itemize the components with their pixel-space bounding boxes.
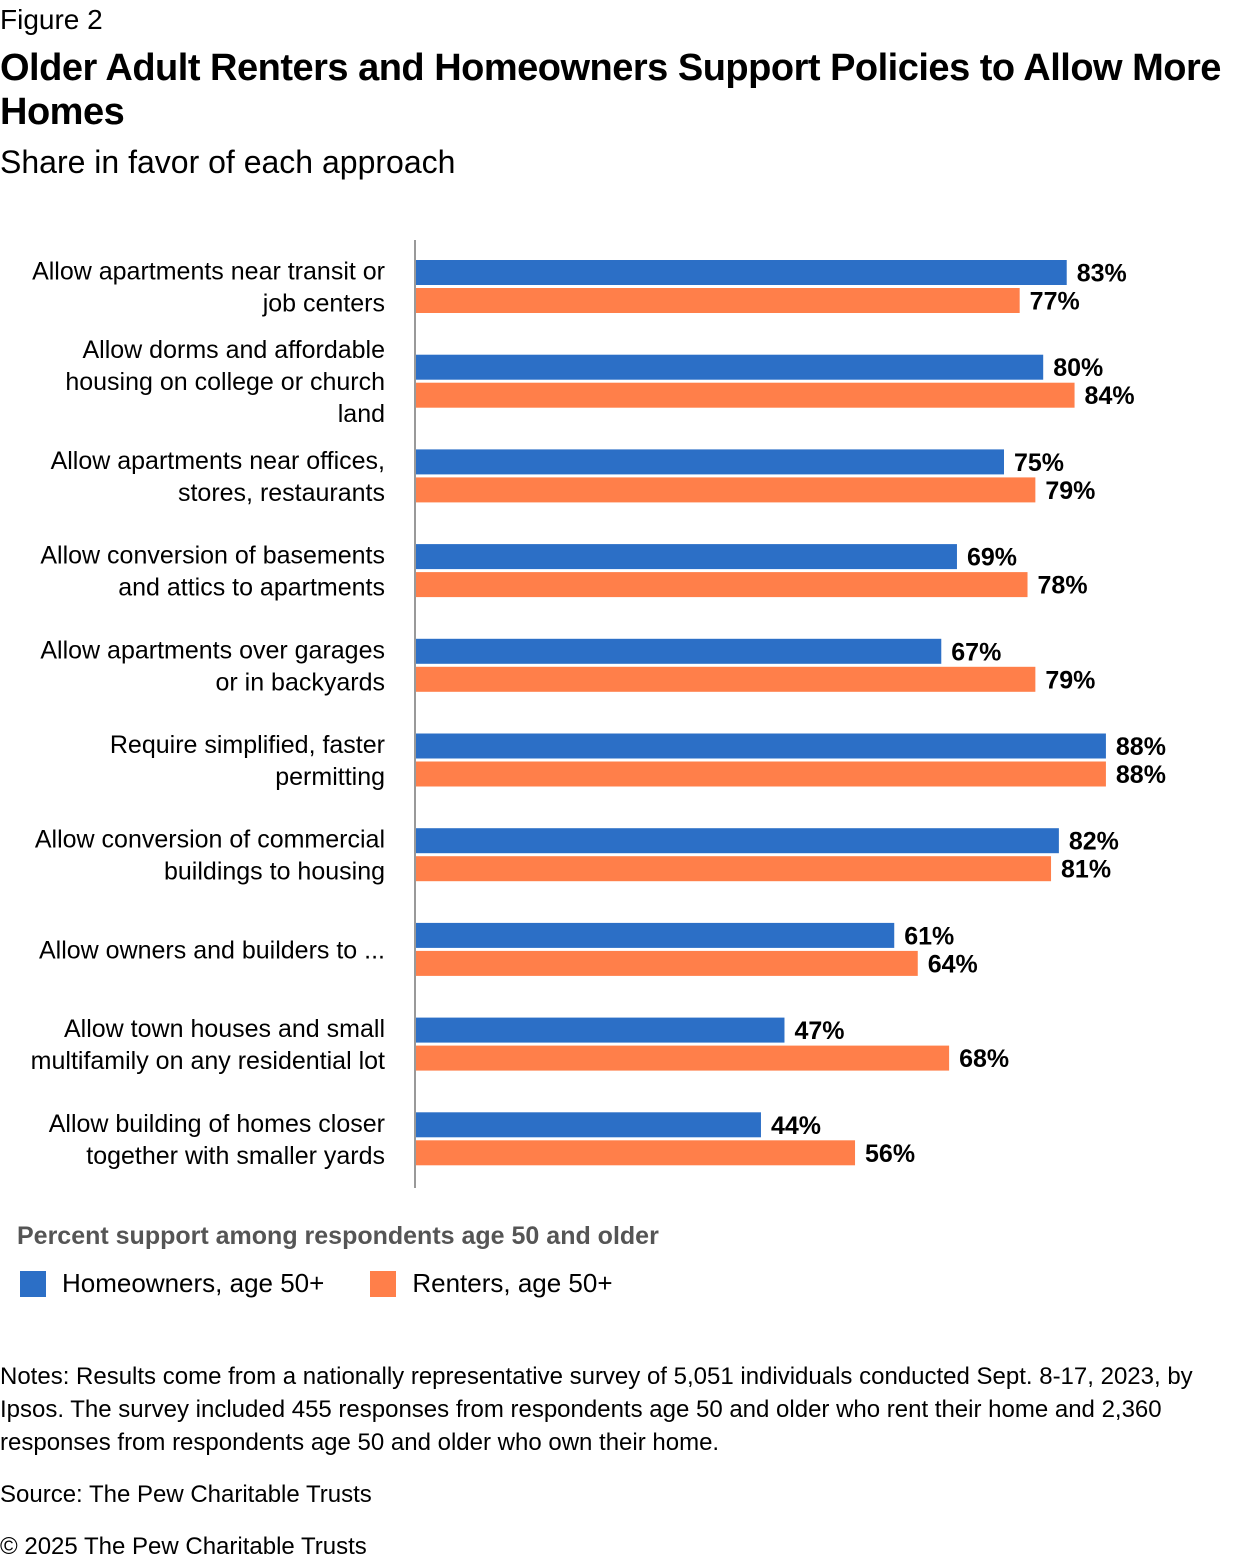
value-label-homeowners: 61% — [904, 922, 954, 950]
bar-renters — [416, 761, 1106, 787]
category-label-line: multifamily on any residential lot — [31, 1047, 385, 1075]
category-label: Require simplified, faster permitting — [110, 731, 385, 791]
bar-homeowners — [416, 638, 942, 664]
value-label-renters: 56% — [865, 1140, 915, 1168]
value-label-homeowners: 80% — [1053, 354, 1103, 382]
legend-item-renters: Renters, age 50+ — [370, 1268, 613, 1299]
category-label: Allow town houses and small multifamily o… — [31, 1015, 385, 1075]
bar-homeowners — [416, 922, 895, 948]
category-label-line: housing on college or church — [65, 368, 385, 396]
chart-title: Older Adult Renters and Homeowners Suppo… — [0, 47, 1221, 133]
bar-renters — [416, 288, 1020, 313]
bar-homeowners — [416, 354, 1044, 380]
category-label-line: Require simplified, faster — [110, 731, 385, 759]
legend-swatch-homeowners — [20, 1270, 46, 1297]
category-label-line: Allow dorms and affordable — [83, 336, 386, 364]
bar-renters — [416, 856, 1052, 882]
bar-chart: Allow apartments near transit or job cent… — [31, 240, 1166, 1188]
bar-renters — [416, 572, 1028, 598]
value-label-homeowners: 88% — [1116, 733, 1166, 761]
category-label-line: Allow building of homes closer — [49, 1110, 385, 1138]
category-label-line: land — [338, 400, 385, 428]
value-label-renters: 77% — [1030, 288, 1080, 316]
category-label-line: buildings to housing — [164, 858, 385, 886]
bar-homeowners — [416, 828, 1059, 854]
category-label: Allow dorms and affordable housing on col… — [65, 336, 385, 428]
category-label-line: Allow conversion of commercial — [35, 826, 385, 854]
legend-label-renters: Renters, age 50+ — [412, 1268, 613, 1298]
value-label-homeowners: 82% — [1069, 828, 1119, 856]
value-label-renters: 88% — [1116, 761, 1166, 789]
bar-renters — [416, 950, 918, 976]
bar-renters — [416, 1140, 856, 1166]
category-label-line: stores, restaurants — [178, 479, 385, 507]
category-label-line: job centers — [262, 290, 385, 318]
bar-renters — [416, 477, 1036, 503]
legend-swatch-renters — [370, 1270, 397, 1297]
chart-subtitle: Share in favor of each approach — [0, 144, 456, 180]
category-label: Allow conversion of basements and attics … — [40, 542, 385, 602]
category-label-line: Allow town houses and small — [64, 1015, 385, 1043]
bar-homeowners — [416, 260, 1067, 285]
value-label-renters: 81% — [1061, 856, 1111, 884]
bar-renters — [416, 382, 1075, 408]
legend-item-homeowners: Homeowners, age 50+ — [20, 1268, 324, 1299]
value-label-renters: 79% — [1045, 666, 1095, 694]
bar-homeowners — [416, 449, 1004, 475]
value-label-renters: 78% — [1038, 572, 1088, 600]
value-label-homeowners: 83% — [1077, 260, 1127, 288]
value-label-homeowners: 47% — [794, 1017, 844, 1045]
legend-label-homeowners: Homeowners, age 50+ — [62, 1268, 325, 1298]
value-label-renters: 64% — [928, 950, 978, 978]
category-label-line: Allow owners and builders to ... — [39, 936, 385, 964]
source: Source: The Pew Charitable Trusts — [0, 1481, 372, 1508]
category-label-line: Allow apartments near transit or — [32, 258, 385, 286]
bar-homeowners — [416, 544, 957, 570]
value-label-renters: 79% — [1045, 477, 1095, 505]
copyright: © 2025 The Pew Charitable Trusts — [0, 1533, 367, 1560]
value-label-homeowners: 44% — [771, 1112, 821, 1140]
legend-title: Percent support among respondents age 50… — [17, 1222, 659, 1250]
category-label-line: or in backyards — [215, 668, 385, 696]
category-label-line: together with smaller yards — [86, 1142, 385, 1170]
legend: Homeowners, age 50+ Renters, age 50+ — [20, 1268, 659, 1299]
value-label-homeowners: 67% — [951, 638, 1001, 666]
value-label-renters: 68% — [959, 1045, 1009, 1073]
category-label-line: permitting — [275, 763, 385, 791]
figure-label: Figure 2 — [0, 4, 103, 35]
category-label: Allow apartments over garages or in backy… — [40, 636, 385, 696]
category-label-line: Allow apartments near offices, — [51, 447, 385, 475]
bar-homeowners — [416, 1112, 761, 1138]
category-label: Allow owners and builders to ... — [39, 936, 385, 964]
value-label-homeowners: 69% — [967, 544, 1017, 572]
bar-renters — [416, 666, 1036, 692]
bar-homeowners — [416, 733, 1106, 759]
bar-homeowners — [416, 1017, 785, 1043]
category-label: Allow apartments near offices, stores, re… — [51, 447, 385, 507]
value-label-renters: 84% — [1085, 382, 1135, 410]
category-label-line: Allow conversion of basements — [40, 542, 385, 570]
category-label: Allow apartments near transit or job cent… — [32, 258, 385, 318]
value-label-homeowners: 75% — [1014, 449, 1064, 477]
category-label: Allow conversion of commercial buildings … — [35, 826, 385, 886]
bar-renters — [416, 1045, 950, 1071]
category-label: Allow building of homes closer together w… — [49, 1110, 385, 1170]
category-label-line: and attics to apartments — [118, 574, 385, 602]
notes: Notes: Results come from a nationally re… — [0, 1363, 1193, 1456]
category-label-line: Allow apartments over garages — [40, 636, 385, 664]
